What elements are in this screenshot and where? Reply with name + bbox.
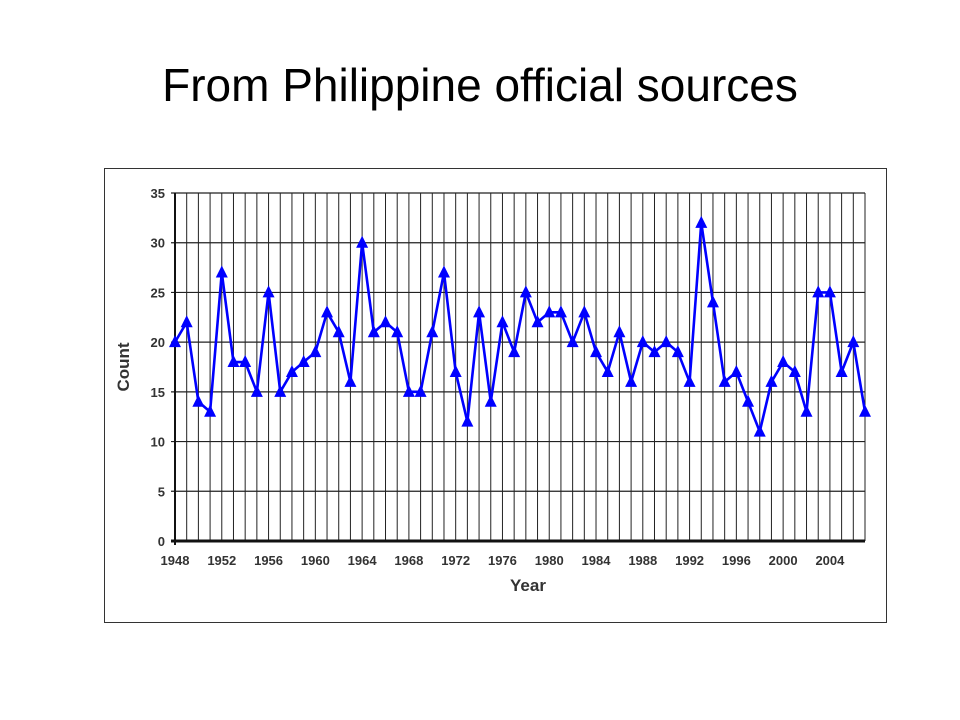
data-point-marker xyxy=(180,315,193,328)
data-point-marker xyxy=(648,345,661,358)
y-tick-label: 20 xyxy=(151,335,165,350)
data-point-marker xyxy=(496,315,509,328)
x-tick-label: 2000 xyxy=(769,553,798,568)
x-tick-label: 1952 xyxy=(207,553,236,568)
data-point-marker xyxy=(660,335,673,348)
data-point-marker xyxy=(250,384,263,397)
data-point-marker xyxy=(812,285,825,298)
y-axis-title: Count xyxy=(114,342,133,391)
data-point-marker xyxy=(601,364,614,377)
data-point-marker xyxy=(169,335,181,348)
data-point-marker xyxy=(788,364,801,377)
data-point-marker xyxy=(192,394,205,407)
x-tick-label: 1976 xyxy=(488,553,517,568)
data-point-marker xyxy=(426,325,439,338)
data-point-marker xyxy=(309,345,322,358)
x-tick-label: 2004 xyxy=(815,553,845,568)
data-point-marker xyxy=(695,215,708,228)
data-point-marker xyxy=(321,305,334,318)
y-tick-label: 10 xyxy=(151,435,165,450)
data-point-marker xyxy=(227,355,240,368)
y-tick-label: 0 xyxy=(158,534,165,549)
data-point-marker xyxy=(706,295,719,308)
data-point-marker xyxy=(590,345,603,358)
data-point-marker xyxy=(344,374,357,387)
data-point-marker xyxy=(859,404,871,417)
x-tick-label: 1996 xyxy=(722,553,751,568)
data-point-marker xyxy=(332,325,345,338)
data-point-marker xyxy=(508,345,521,358)
data-point-marker xyxy=(239,355,252,368)
x-tick-label: 1984 xyxy=(582,553,612,568)
data-point-marker xyxy=(554,305,567,318)
x-tick-label: 1972 xyxy=(441,553,470,568)
data-point-marker xyxy=(473,305,486,318)
data-point-marker xyxy=(636,335,649,348)
x-tick-label: 1968 xyxy=(394,553,423,568)
data-point-marker xyxy=(578,305,591,318)
data-point-marker xyxy=(297,355,310,368)
data-point-marker xyxy=(379,315,392,328)
data-point-marker xyxy=(414,384,427,397)
y-tick-label: 15 xyxy=(151,385,165,400)
chart-frame: 0 5 10 15 20 25 30 35 1948 1952 1956 1960 1964 1968 19… xyxy=(104,168,887,623)
series-line xyxy=(173,221,867,433)
data-point-marker xyxy=(285,364,298,377)
x-axis-title: Year xyxy=(510,576,546,595)
data-point-marker xyxy=(683,374,696,387)
data-point-marker xyxy=(742,394,755,407)
data-point-marker xyxy=(262,285,275,298)
x-tick-label: 1988 xyxy=(628,553,657,568)
data-point-marker xyxy=(449,364,462,377)
data-point-marker xyxy=(543,305,556,318)
data-point-marker xyxy=(531,315,544,328)
y-tick-label: 25 xyxy=(151,285,165,300)
data-point-marker xyxy=(777,355,790,368)
y-tick-label: 5 xyxy=(158,484,165,499)
data-point-marker xyxy=(613,325,626,338)
data-point-marker xyxy=(484,394,497,407)
data-point-marker xyxy=(461,414,474,427)
data-point-marker xyxy=(718,374,731,387)
y-tick-label: 30 xyxy=(151,236,165,251)
data-point-marker xyxy=(402,384,415,397)
data-point-marker xyxy=(204,404,217,417)
data-point-marker xyxy=(215,265,228,278)
data-point-marker xyxy=(835,364,848,377)
data-point-marker xyxy=(823,285,836,298)
y-tick-label: 35 xyxy=(151,186,165,201)
data-point-marker xyxy=(437,265,450,278)
data-point-marker xyxy=(519,285,532,298)
data-point-marker xyxy=(847,335,860,348)
data-point-marker xyxy=(753,424,766,437)
data-point-marker xyxy=(391,325,404,338)
x-tick-label: 1980 xyxy=(535,553,564,568)
data-point-marker xyxy=(274,384,287,397)
data-point-marker xyxy=(671,345,684,358)
data-point-marker xyxy=(367,325,380,338)
data-point-marker xyxy=(356,235,369,248)
data-point-marker xyxy=(800,404,813,417)
line-chart: 0 5 10 15 20 25 30 35 1948 1952 1956 1960 1964 1968 19… xyxy=(114,186,871,595)
data-point-marker xyxy=(625,374,638,387)
x-tick-label: 1992 xyxy=(675,553,704,568)
x-tick-label: 1956 xyxy=(254,553,283,568)
data-point-marker xyxy=(566,335,579,348)
data-point-marker xyxy=(765,374,778,387)
data-point-marker xyxy=(730,364,743,377)
x-tick-label: 1960 xyxy=(301,553,330,568)
x-tick-label: 1948 xyxy=(161,553,190,568)
x-tick-label: 1964 xyxy=(348,553,378,568)
slide-title: From Philippine official sources xyxy=(162,59,798,111)
